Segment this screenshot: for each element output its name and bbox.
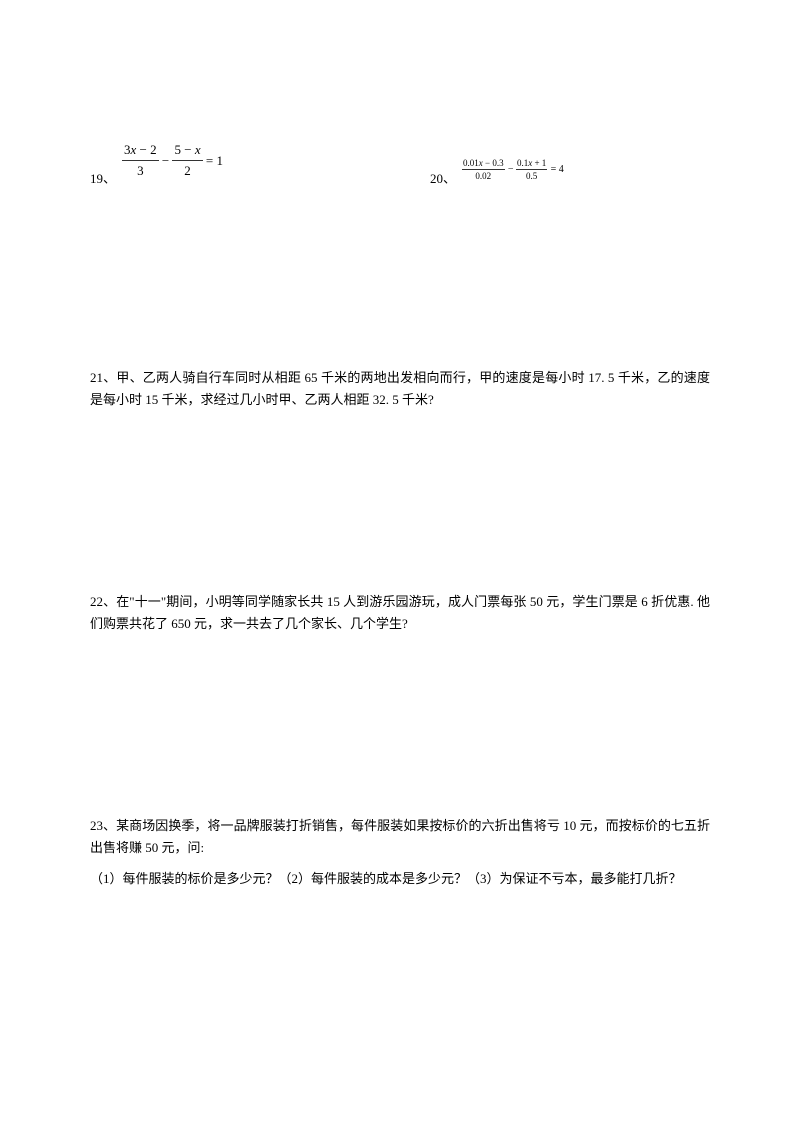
problem-20-number: 20、 — [430, 168, 456, 187]
problem-21: 21、甲、乙两人骑自行车同时从相距 65 千米的两地出发相向而行，甲的速度是每小… — [90, 367, 710, 411]
equation-row: 19、 3x − 2 3 − 5 − x 2 = 1 20、 0.01x − 0… — [90, 150, 710, 187]
numerator-19-2: 5 − x — [172, 142, 202, 161]
equals-20: = 4 — [551, 164, 564, 175]
minus-20: − — [508, 164, 516, 175]
fraction-19-2: 5 − x 2 — [172, 142, 202, 179]
problem-19-equation: 3x − 2 3 − 5 − x 2 = 1 — [122, 150, 223, 187]
problem-23-sub: （1）每件服装的标价是多少元？（2）每件服装的成本是多少元？（3）为保证不亏本，… — [90, 868, 710, 890]
numerator-19-1: 3x − 2 — [122, 142, 159, 161]
minus-19: − — [162, 153, 173, 168]
problem-19: 19、 3x − 2 3 − 5 − x 2 = 1 — [90, 150, 430, 187]
numerator-20-1: 0.01x − 0.3 — [462, 158, 505, 170]
problem-20: 20、 0.01x − 0.3 0.02 − 0.1x + 1 0.5 = 4 — [430, 150, 564, 187]
denominator-19-2: 2 — [172, 161, 202, 179]
problem-23-main: 23、某商场因换季，将一品牌服装打折销售，每件服装如果按标价的六折出售将亏 10… — [90, 815, 710, 859]
equals-19: = 1 — [206, 153, 223, 168]
denominator-19-1: 3 — [122, 161, 159, 179]
problem-19-number: 19、 — [90, 168, 116, 187]
denominator-20-1: 0.02 — [462, 170, 505, 181]
fraction-20-1: 0.01x − 0.3 0.02 — [462, 158, 505, 181]
problem-23: 23、某商场因换季，将一品牌服装打折销售，每件服装如果按标价的六折出售将亏 10… — [90, 815, 710, 889]
fraction-19-1: 3x − 2 3 — [122, 142, 159, 179]
problem-20-equation: 0.01x − 0.3 0.02 − 0.1x + 1 0.5 = 4 — [462, 164, 564, 187]
denominator-20-2: 0.5 — [516, 170, 547, 181]
problem-22: 22、在"十一"期间，小明等同学随家长共 15 人到游乐园游玩，成人门票每张 5… — [90, 591, 710, 635]
fraction-20-2: 0.1x + 1 0.5 — [516, 158, 547, 181]
numerator-20-2: 0.1x + 1 — [516, 158, 547, 170]
